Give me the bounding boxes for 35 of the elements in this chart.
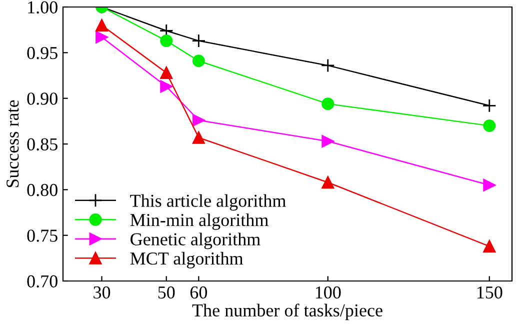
point [320, 58, 335, 72]
x-axis-title: The number of tasks/piece [192, 304, 382, 320]
point [192, 34, 206, 48]
y-tick-label: 0.85 [27, 138, 58, 151]
x-tick-label: 150 [477, 286, 502, 299]
x-tick-label: 50 [158, 286, 175, 299]
y-tick-label: 0.95 [27, 46, 58, 60]
point [483, 178, 496, 192]
y-tick-label: 0.70 [27, 275, 58, 288]
legend-label: Genetic algorithm [130, 232, 260, 250]
legend-label: Min-min algorithm [130, 213, 268, 230]
point [160, 80, 173, 93]
point [192, 114, 205, 127]
point [322, 135, 334, 148]
x-tick-label: 100 [316, 286, 341, 299]
point [482, 98, 496, 113]
point [192, 54, 205, 68]
y-tick-label: 0.80 [27, 184, 58, 196]
point [322, 98, 334, 110]
point [192, 131, 205, 144]
point [322, 176, 334, 189]
point [483, 240, 496, 253]
point [96, 30, 108, 44]
point [160, 66, 173, 80]
y-tick-label: 1.00 [28, 1, 58, 14]
point [483, 119, 496, 132]
y-tick-label: 0.75 [27, 230, 58, 242]
legend-label: This article algorithm [130, 194, 286, 211]
point [96, 19, 108, 32]
y-tick-label: 0.90 [27, 92, 58, 105]
point [160, 34, 173, 48]
y-axis-title: Success rate [6, 100, 19, 188]
x-tick-label: 60 [190, 286, 208, 299]
legend-label: MCT algorithm [130, 252, 244, 268]
x-tick-label: 30 [94, 286, 110, 299]
